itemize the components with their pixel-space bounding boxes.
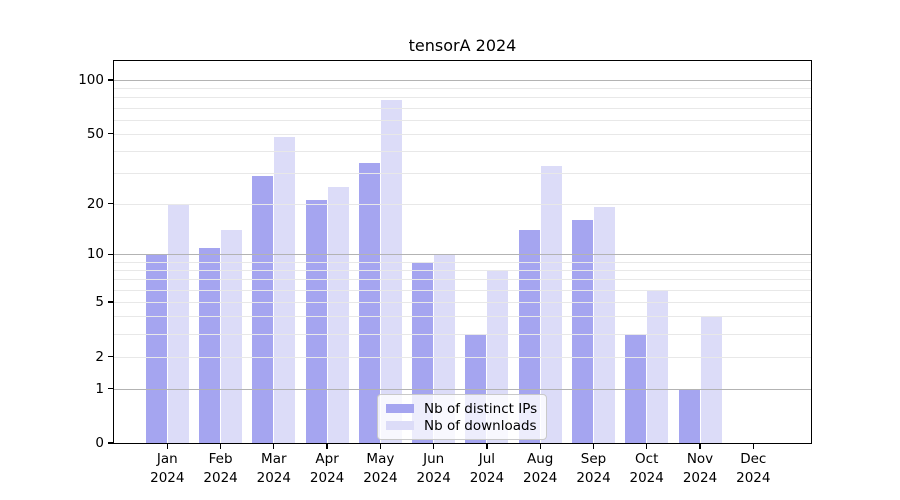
y-tick-label-50: 50 — [86, 125, 104, 142]
x-tick-label-feb-2024: Feb 2024 — [203, 451, 238, 486]
x-tick-label-oct-2024: Oct 2024 — [629, 451, 664, 486]
bar-nb-of-downloads-sep-2024 — [593, 207, 615, 443]
x-tick-mark — [699, 444, 701, 449]
x-tick-label-aug-2024: Aug 2024 — [523, 451, 558, 486]
bar-nb-of-downloads-oct-2024 — [647, 289, 669, 443]
x-tick-label-apr-2024: Apr 2024 — [309, 451, 345, 486]
x-tick-label-mar-2024: Mar 2024 — [256, 451, 291, 486]
x-tick-mark — [752, 444, 754, 449]
bar-nb-of-distinct-ips-mar-2024 — [252, 175, 274, 443]
legend: Nb of distinct IPs Nb of downloads — [377, 394, 548, 440]
x-tick-mark — [486, 444, 488, 449]
x-tick-label-jun-2024: Jun 2024 — [416, 451, 451, 486]
bar-nb-of-distinct-ips-apr-2024 — [305, 199, 327, 443]
x-tick-label-nov-2024: Nov 2024 — [682, 451, 718, 486]
y-tick-mark — [108, 442, 113, 444]
x-tick-mark — [433, 444, 435, 449]
y-tick-mark — [108, 202, 113, 205]
legend-label: Nb of downloads — [424, 417, 537, 434]
legend-row: Nb of downloads — [386, 417, 537, 434]
legend-swatch-distinct-ips — [386, 403, 414, 414]
x-tick-label-jan-2024: Jan 2024 — [150, 451, 185, 486]
x-tick-mark — [646, 444, 648, 449]
bar-nb-of-distinct-ips-may-2024 — [358, 163, 380, 443]
y-tick-label-2: 2 — [95, 348, 104, 365]
chart-title: tensorA 2024 — [408, 36, 517, 55]
bar-nb-of-distinct-ips-nov-2024 — [678, 388, 700, 443]
y-tick-label-1: 1 — [95, 380, 104, 397]
bar-nb-of-downloads-feb-2024 — [221, 230, 243, 443]
x-tick-mark — [592, 444, 595, 449]
x-tick-label-may-2024: May 2024 — [363, 451, 398, 486]
y-tick-mark — [108, 301, 113, 303]
bar-nb-of-downloads-mar-2024 — [274, 136, 296, 443]
x-tick-mark — [273, 444, 275, 449]
x-tick-mark — [379, 444, 382, 449]
plot-area — [113, 60, 812, 444]
y-tick-mark — [108, 133, 113, 135]
x-tick-label-sep-2024: Sep 2024 — [576, 451, 611, 486]
x-tick-mark — [166, 444, 168, 449]
x-tick-mark — [219, 444, 222, 449]
y-tick-mark — [108, 387, 113, 390]
y-tick-mark — [108, 253, 113, 256]
y-tick-mark — [108, 355, 113, 358]
legend-swatch-downloads — [386, 420, 414, 431]
x-tick-mark — [326, 444, 328, 449]
y-tick-label-0: 0 — [95, 435, 104, 451]
bars-layer — [114, 61, 811, 443]
bar-nb-of-distinct-ips-feb-2024 — [199, 247, 221, 443]
x-tick-label-dec-2024: Dec 2024 — [736, 451, 771, 486]
bar-nb-of-distinct-ips-sep-2024 — [571, 220, 593, 443]
y-tick-label-5: 5 — [95, 294, 104, 311]
bar-nb-of-downloads-jan-2024 — [167, 203, 189, 443]
bar-nb-of-downloads-apr-2024 — [327, 186, 349, 443]
y-tick-mark — [108, 79, 113, 81]
bar-nb-of-downloads-may-2024 — [380, 100, 402, 443]
y-tick-label-100: 100 — [78, 72, 104, 88]
legend-row: Nb of distinct IPs — [386, 400, 537, 417]
x-tick-label-jul-2024: Jul 2024 — [469, 451, 505, 486]
bar-nb-of-distinct-ips-jan-2024 — [145, 254, 167, 443]
bar-nb-of-distinct-ips-oct-2024 — [625, 334, 647, 443]
bar-nb-of-distinct-ips-aug-2024 — [518, 230, 540, 443]
x-tick-mark — [539, 444, 541, 449]
y-tick-label-10: 10 — [86, 246, 104, 263]
y-tick-label-20: 20 — [86, 195, 104, 212]
legend-label: Nb of distinct IPs — [424, 400, 538, 417]
bar-nb-of-downloads-nov-2024 — [700, 316, 722, 443]
bar-nb-of-downloads-aug-2024 — [540, 165, 562, 443]
